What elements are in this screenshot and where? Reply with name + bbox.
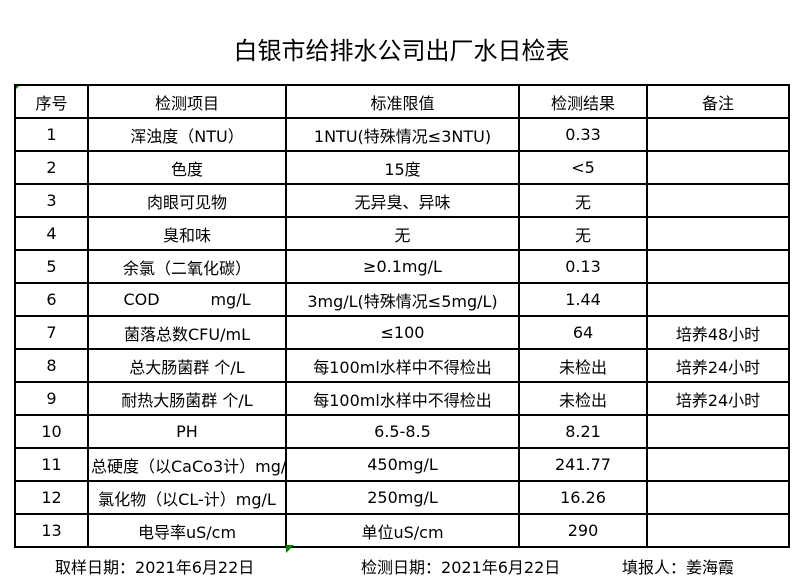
reporter-value: 姜海霞 <box>686 558 735 577</box>
cell-remark: 培养48小时 <box>646 315 790 350</box>
cell-remark <box>646 414 790 449</box>
table-row: 2 色度 15度 <5 <box>14 150 790 185</box>
inspection-table: 序号 检测项目 标准限值 检测结果 备注 1 浑浊度（NTU） 1NTU(特殊情况≤… <box>14 84 790 548</box>
table-row: 8 总大肠菌群 个/L 每100ml水样中不得检出 未检出 培养24小时 <box>14 348 790 383</box>
cell-seq: 12 <box>14 480 89 515</box>
test-date: 检测日期：2021年6月22日 <box>361 554 560 578</box>
cell-item: 浑浊度（NTU） <box>87 117 287 152</box>
cell-limit: 450mg/L <box>285 447 520 482</box>
cell-result: 64 <box>518 315 648 350</box>
cell-seq: 4 <box>14 216 89 251</box>
cell-item: 总硬度（以CaCo3计）mg/L <box>87 447 287 482</box>
cell-seq: 13 <box>14 513 89 548</box>
table-row: 5 余氯（二氧化碳） ≥0.1mg/L 0.13 <box>14 249 790 284</box>
cell-remark <box>646 183 790 218</box>
table-row: 6 COD mg/L 3mg/L(特殊情况≤5mg/L) 1.44 <box>14 282 790 317</box>
cell-limit: 6.5-8.5 <box>285 414 520 449</box>
cell-remark <box>646 447 790 482</box>
cell-remark <box>646 216 790 251</box>
column-header-item: 检测项目 <box>87 84 287 119</box>
cell-limit: 单位uS/cm <box>285 513 520 548</box>
cell-remark <box>646 117 790 152</box>
cell-limit: ≤100 <box>285 315 520 350</box>
cell-result: 16.26 <box>518 480 648 515</box>
sampling-date: 取样日期：2021年6月22日 <box>55 554 254 578</box>
cell-result: <5 <box>518 150 648 185</box>
cell-result: 1.44 <box>518 282 648 317</box>
table-row: 4 臭和味无无 <box>14 216 790 251</box>
cell-result: 8.21 <box>518 414 648 449</box>
cell-remark <box>646 513 790 548</box>
column-header-seq: 序号 <box>14 84 89 119</box>
cell-item: 肉眼可见物 <box>87 183 287 218</box>
cell-result: 290 <box>518 513 648 548</box>
cell-item: 臭和味 <box>87 216 287 251</box>
cell-result: 0.13 <box>518 249 648 284</box>
cell-limit: 1NTU(特殊情况≤3NTU) <box>285 117 520 152</box>
cell-item: 总大肠菌群 个/L <box>87 348 287 383</box>
sampling-date-value: 2021年6月22日 <box>135 558 255 577</box>
cell-limit: 3mg/L(特殊情况≤5mg/L) <box>285 282 520 317</box>
table-row: 1 浑浊度（NTU） 1NTU(特殊情况≤3NTU) 0.33 <box>14 117 790 152</box>
cell-limit: 每100ml水样中不得检出 <box>285 381 520 416</box>
cell-item: COD mg/L <box>87 282 287 317</box>
cell-result: 0.33 <box>518 117 648 152</box>
cell-item: 氯化物（以CL-计）mg/L <box>87 480 287 515</box>
column-header-remark: 备注 <box>646 84 790 119</box>
reporter-label: 填报人： <box>622 558 687 577</box>
cell-seq: 7 <box>14 315 89 350</box>
cell-limit: 每100ml水样中不得检出 <box>285 348 520 383</box>
cell-seq: 10 <box>14 414 89 449</box>
page-title: 白银市给排水公司出厂水日检表 <box>233 37 570 65</box>
footer: 取样日期：2021年6月22日 检测日期：2021年6月22日 填报人：姜海霞 <box>0 554 803 578</box>
column-header-limit: 标准限值 <box>285 84 520 119</box>
cell-limit: 15度 <box>285 150 520 185</box>
green-triangle-icon <box>286 545 294 553</box>
cell-remark: 培养24小时 <box>646 381 790 416</box>
cell-item: 电导率uS/cm <box>87 513 287 548</box>
table-row: 10 PH 6.5-8.5 8.21 <box>14 414 790 449</box>
cell-item: 色度 <box>87 150 287 185</box>
cell-result: 无 <box>518 183 648 218</box>
reporter: 填报人：姜海霞 <box>622 554 734 578</box>
table-row: 12 氯化物（以CL-计）mg/L 250mg/L 16.26 <box>14 480 790 515</box>
cell-remark <box>646 249 790 284</box>
cell-seq: 6 <box>14 282 89 317</box>
cell-limit: 无 <box>285 216 520 251</box>
cell-limit: 无异臭、异味 <box>285 183 520 218</box>
cell-limit: ≥0.1mg/L <box>285 249 520 284</box>
cell-seq: 5 <box>14 249 89 284</box>
table-row: 7 菌落总数CFU/mL ≤100 64 培养48小时 <box>14 315 790 350</box>
cell-item: 余氯（二氧化碳） <box>87 249 287 284</box>
cell-seq: 1 <box>14 117 89 152</box>
cell-seq: 2 <box>14 150 89 185</box>
cell-remark <box>646 480 790 515</box>
table-row: 9 耐热大肠菌群 个/L 每100ml水样中不得检出 未检出 培养24小时 <box>14 381 790 416</box>
table-body: 1 浑浊度（NTU） 1NTU(特殊情况≤3NTU) 0.33 2 色度 15度 <5 3 肉眼可… <box>14 117 790 548</box>
cell-seq: 9 <box>14 381 89 416</box>
table-row: 13 电导率uS/cm 单位uS/cm 290 <box>14 513 790 548</box>
cell-result: 未检出 <box>518 381 648 416</box>
cell-limit: 250mg/L <box>285 480 520 515</box>
header-row: 序号 检测项目 标准限值 检测结果 备注 <box>14 84 790 119</box>
cell-remark <box>646 282 790 317</box>
test-date-label: 检测日期： <box>361 558 442 577</box>
sampling-date-label: 取样日期： <box>55 558 136 577</box>
cell-result: 无 <box>518 216 648 251</box>
cell-result: 241.77 <box>518 447 648 482</box>
cell-remark <box>646 150 790 185</box>
cell-item: PH <box>87 414 287 449</box>
cell-seq: 3 <box>14 183 89 218</box>
column-header-result: 检测结果 <box>518 84 648 119</box>
test-date-value: 2021年6月22日 <box>441 558 561 577</box>
cell-item: 菌落总数CFU/mL <box>87 315 287 350</box>
cell-seq: 11 <box>14 447 89 482</box>
table-row: 11 总硬度（以CaCo3计）mg/L 450mg/L 241.77 <box>14 447 790 482</box>
cell-item: 耐热大肠菌群 个/L <box>87 381 287 416</box>
table-row: 3 肉眼可见物 无异臭、异味无 <box>14 183 790 218</box>
cell-remark: 培养24小时 <box>646 348 790 383</box>
cell-result: 未检出 <box>518 348 648 383</box>
cell-seq: 8 <box>14 348 89 383</box>
